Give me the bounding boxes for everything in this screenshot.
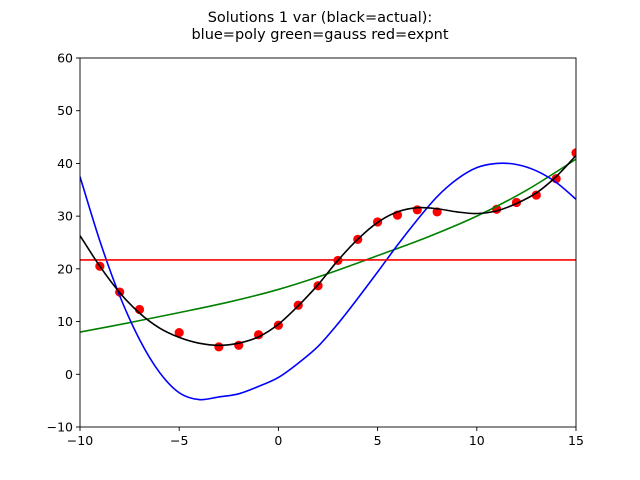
x-tick-label: 15 — [568, 433, 584, 448]
data-point — [531, 190, 541, 200]
y-tick-label: 40 — [57, 156, 73, 171]
y-tick-label: 50 — [57, 103, 73, 118]
plot-frame — [79, 57, 577, 428]
x-tick-label: −5 — [170, 433, 188, 448]
chart-subtitle: blue=poly green=gauss red=expnt — [191, 27, 448, 43]
x-tick-label: 10 — [469, 433, 485, 448]
y-tick-label: 30 — [57, 209, 73, 224]
series-layer — [80, 148, 576, 401]
data-point — [412, 205, 422, 215]
black-curve — [80, 154, 576, 347]
y-tick-label: 0 — [65, 367, 73, 382]
data-point — [571, 148, 576, 158]
y-tick-label: 20 — [57, 261, 73, 276]
data-point — [214, 342, 224, 352]
x-tick-label: 5 — [374, 433, 382, 448]
data-point — [174, 328, 184, 338]
y-tick-label: 10 — [57, 314, 73, 329]
chart-title: Solutions 1 var (black=actual): — [208, 10, 433, 26]
blue-curve — [80, 162, 576, 401]
y-tick-label: −10 — [47, 420, 73, 435]
y-tick-label: 60 — [57, 51, 73, 66]
x-tick-label: 0 — [274, 433, 282, 448]
axes-layer: −10 −5 0 5 10 15 −10 0 10 20 30 40 50 60 — [47, 51, 584, 449]
x-tick-label: −10 — [67, 433, 93, 448]
